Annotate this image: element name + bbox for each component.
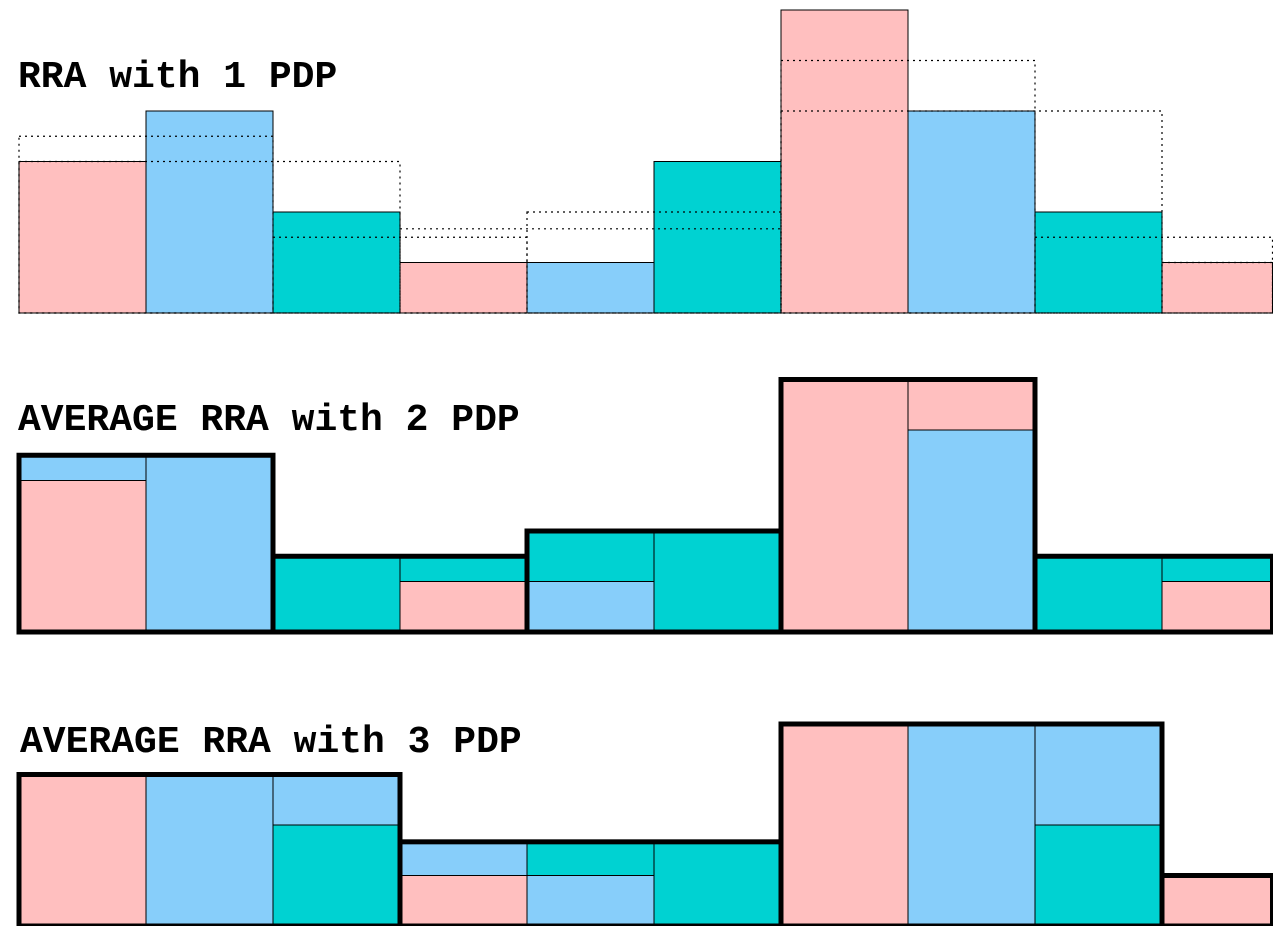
pdp-bar bbox=[145, 110, 274, 314]
pdp-bar bbox=[780, 9, 909, 314]
pdp-bar bbox=[1034, 211, 1163, 314]
pdp-average-outline bbox=[1161, 261, 1273, 314]
consolidated-bar-outline bbox=[16, 452, 276, 635]
pdp-bar bbox=[399, 581, 528, 633]
panel-3-title: AVERAGE RRA with 3 PDP bbox=[20, 721, 522, 764]
pdp-bar bbox=[526, 262, 655, 314]
pdp-bar bbox=[907, 429, 1036, 633]
average-fill bbox=[526, 841, 655, 876]
pdp-bar bbox=[526, 581, 655, 633]
pdp-bar bbox=[18, 161, 147, 314]
average-fill bbox=[272, 774, 401, 826]
pdp-average-outline bbox=[780, 59, 1036, 314]
pdp-bar bbox=[907, 110, 1036, 314]
panel-3-bars bbox=[16, 721, 1273, 926]
consolidated-bar-outline bbox=[778, 721, 1165, 926]
pdp-bar bbox=[780, 723, 909, 926]
pdp-bar bbox=[653, 841, 782, 926]
pdp-bar bbox=[653, 530, 782, 633]
pdp-bar bbox=[145, 454, 274, 633]
panel-1-bars bbox=[18, 9, 1273, 314]
average-fill bbox=[399, 555, 528, 582]
pdp-average-outline bbox=[526, 211, 782, 314]
pdp-bar bbox=[18, 774, 147, 926]
pdp-bar bbox=[272, 555, 401, 633]
pdp-bar bbox=[1161, 875, 1273, 926]
average-fill bbox=[18, 454, 147, 481]
panel-1-title: RRA with 1 PDP bbox=[18, 56, 337, 99]
pdp-bar bbox=[272, 824, 401, 926]
pdp-bar bbox=[907, 723, 1036, 926]
pdp-bar bbox=[653, 161, 782, 314]
pdp-bar bbox=[1161, 262, 1273, 314]
pdp-bar bbox=[1034, 824, 1163, 926]
consolidated-bar-outline bbox=[778, 377, 1038, 635]
average-fill bbox=[399, 841, 528, 876]
pdp-average-outline bbox=[18, 160, 401, 314]
pdp-bar bbox=[526, 875, 655, 926]
average-fill bbox=[526, 530, 655, 582]
pdp-bar bbox=[1034, 555, 1163, 633]
pdp-average-outline bbox=[780, 110, 1163, 314]
pdp-bar bbox=[780, 379, 909, 633]
pdp-average-outline bbox=[1034, 236, 1273, 314]
pdp-average-outline bbox=[399, 228, 782, 314]
average-fill bbox=[1161, 555, 1273, 582]
pdp-bar bbox=[18, 480, 147, 633]
pdp-bar bbox=[1161, 581, 1273, 633]
pdp-bar bbox=[145, 774, 274, 926]
average-fill bbox=[1034, 723, 1163, 826]
pdp-bar bbox=[272, 211, 401, 314]
panel-2-title: AVERAGE RRA with 2 PDP bbox=[18, 399, 520, 442]
pdp-average-outline bbox=[18, 135, 274, 314]
average-fill bbox=[907, 379, 1036, 431]
pdp-bar bbox=[399, 262, 528, 314]
pdp-bar bbox=[399, 875, 528, 926]
